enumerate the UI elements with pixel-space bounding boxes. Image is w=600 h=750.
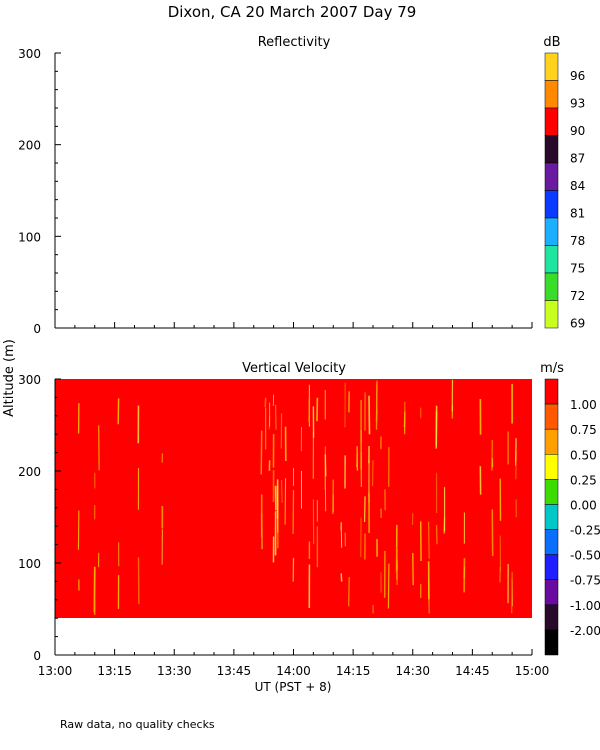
colorbar-swatch [544, 245, 559, 274]
y-tick-label: 200 [18, 465, 41, 479]
colorbar-swatch [544, 80, 559, 109]
colorbar-label: 96 [570, 69, 585, 83]
reflectivity-x-ticks [54, 322, 533, 328]
colorbar-swatch [544, 378, 559, 405]
colorbar-swatch [544, 217, 559, 246]
velocity-colorbar-unit: m/s [540, 361, 564, 376]
colorbar-label: 0.25 [570, 473, 597, 487]
colorbar-label: -1.00 [570, 599, 600, 613]
velocity-colorbar: 1.00 0.75 0.50 0.25 0.00 -0.25 -0.50 -0.75 -1.00… [544, 378, 600, 656]
colorbar-label: 78 [570, 234, 585, 248]
reflectivity-panel: Reflectivity 0 100 200 300 dB 96 93 90 87 84 81 7… [18, 35, 585, 336]
x-tick-label: 13:45 [217, 664, 252, 678]
y-tick-label: 0 [33, 649, 41, 663]
colorbar-swatch [544, 604, 559, 631]
colorbar-swatch [544, 629, 559, 656]
colorbar-label: 93 [570, 97, 585, 111]
colorbar-label: 90 [570, 124, 585, 138]
colorbar-swatch [544, 300, 559, 329]
colorbar-swatch [544, 479, 559, 505]
x-axis-label: UT (PST + 8) [255, 680, 332, 694]
colorbar-swatch [544, 107, 559, 136]
colorbar-label: -2.00 [570, 624, 600, 638]
x-tick-label: 14:45 [455, 664, 490, 678]
colorbar-swatch [544, 52, 559, 81]
x-tick-label: 14:00 [276, 664, 311, 678]
colorbar-label: 0.50 [570, 448, 597, 462]
colorbar-label: 84 [570, 179, 585, 193]
colorbar-label: -0.75 [570, 574, 600, 588]
altitude-label: Altitude (m) [2, 339, 17, 417]
reflectivity-y-ticks: 0 100 200 300 [18, 47, 61, 336]
velocity-x-ticks [54, 649, 533, 655]
reflectivity-title: Reflectivity [258, 35, 331, 50]
figure-title: Dixon, CA 20 March 2007 Day 79 [168, 3, 417, 21]
reflectivity-plot-area [55, 53, 532, 328]
colorbar-label: 0.00 [570, 498, 597, 512]
time-tick-labels: 13:00 13:15 13:30 13:45 14:00 14:15 14:30 14:45… [38, 664, 550, 678]
reflectivity-colorbar-unit: dB [543, 35, 560, 50]
colorbar-swatch [544, 272, 559, 301]
colorbar-label: -0.25 [570, 524, 600, 538]
colorbar-label: 81 [570, 207, 585, 221]
colorbar-label: 87 [570, 152, 585, 166]
colorbar-swatch [544, 135, 559, 164]
y-tick-label: 300 [18, 373, 41, 387]
velocity-y-ticks: 0 100 200 300 [18, 373, 61, 663]
velocity-title: Vertical Velocity [242, 361, 346, 376]
velocity-streaks [77, 379, 517, 615]
colorbar-swatch [544, 579, 559, 606]
y-tick-label: 100 [18, 557, 41, 571]
x-tick-label: 13:30 [157, 664, 192, 678]
colorbar-swatch [544, 529, 559, 555]
y-tick-label: 300 [18, 47, 41, 61]
colorbar-label: 1.00 [570, 398, 597, 412]
colorbar-swatch [544, 454, 559, 480]
x-tick-label: 13:15 [97, 664, 132, 678]
colorbar-swatch [544, 428, 559, 455]
colorbar-swatch [544, 554, 559, 580]
colorbar-label: 69 [570, 317, 585, 331]
x-tick-label: 13:00 [38, 664, 73, 678]
y-tick-label: 100 [18, 230, 41, 244]
colorbar-swatch [544, 162, 559, 191]
colorbar-label: -0.50 [570, 549, 600, 563]
colorbar-label: 72 [570, 289, 585, 303]
reflectivity-colorbar: 96 93 90 87 84 81 78 75 72 69 [544, 52, 585, 331]
y-tick-label: 200 [18, 139, 41, 153]
colorbar-swatch [544, 403, 559, 430]
x-tick-label: 14:15 [336, 664, 371, 678]
colorbar-swatch [544, 504, 559, 530]
y-tick-label: 0 [33, 322, 41, 336]
footnote: Raw data, no quality checks [60, 718, 215, 731]
colorbar-label: 0.75 [570, 423, 597, 437]
x-tick-label: 14:30 [395, 664, 430, 678]
colorbar-label: 75 [570, 262, 585, 276]
colorbar-swatch [544, 190, 559, 219]
x-tick-label: 15:00 [515, 664, 550, 678]
